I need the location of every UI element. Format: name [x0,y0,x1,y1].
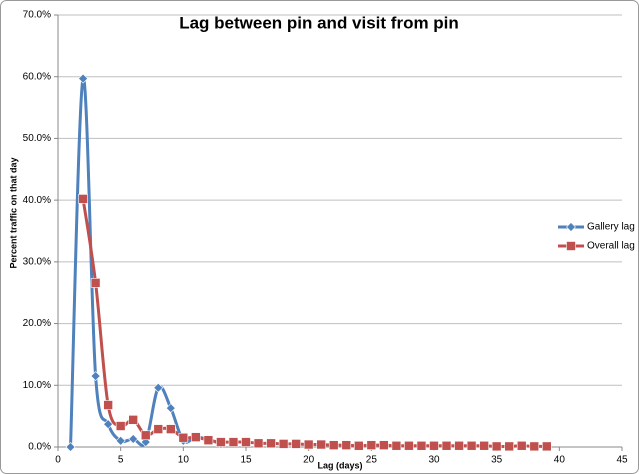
data-point [291,439,301,449]
data-point [90,278,101,288]
data-point [441,440,452,451]
y-tick-label: 70.0% [23,10,51,21]
data-point [115,435,126,446]
y-tick-label: 40.0% [23,195,51,206]
data-point [216,437,226,447]
data-point [78,194,88,204]
data-point [379,440,389,450]
data-point [178,432,189,443]
y-tick-label: 0.0% [28,442,51,453]
data-point [165,403,176,414]
y-tick-label: 30.0% [23,256,51,267]
data-point [416,440,427,451]
x-tick-label: 10 [178,455,190,466]
data-point [278,439,289,449]
data-point [266,438,276,449]
x-tick-label: 15 [240,455,252,466]
legend-label: Gallery lag [587,222,635,233]
data-point [429,440,439,451]
legend-label: Overall lag [587,241,635,252]
data-point [228,437,239,447]
x-tick-label: 30 [428,455,440,466]
x-tick-label: 0 [55,455,61,466]
data-point [341,440,352,450]
x-tick-label: 20 [303,455,315,466]
data-point [541,441,552,452]
data-point [78,73,88,84]
data-point [128,415,138,425]
data-point [90,371,101,381]
chart-title: Lag between pin and visit from pin [179,13,459,32]
data-point [103,419,114,430]
data-point [140,430,151,441]
data-point [316,439,327,450]
data-point [191,432,201,442]
x-tick-label: 25 [366,455,378,466]
legend-marker [566,241,576,251]
data-point [241,437,251,447]
data-point [303,439,314,450]
data-point [491,441,502,452]
x-tick-label: 5 [118,455,124,466]
data-point [328,440,339,450]
data-point [65,442,76,452]
x-axis-title: Lag (days) [317,460,362,470]
y-tick-label: 60.0% [23,71,51,82]
data-point [353,440,364,451]
data-point [479,440,489,451]
data-point [128,434,139,444]
y-tick-label: 50.0% [23,133,51,144]
data-point [529,441,540,452]
data-point [404,440,414,451]
y-axis-title: Percent traffic on that day [8,157,18,268]
data-point [516,440,527,451]
data-point [153,424,164,434]
y-tick-label: 20.0% [23,318,51,329]
data-point [466,440,477,451]
legend-marker [566,222,576,232]
data-point [391,440,402,451]
data-point [504,441,515,452]
data-point [153,382,164,393]
x-tick-label: 45 [616,455,628,466]
data-point [253,438,264,449]
x-tick-label: 40 [554,455,566,466]
data-point [115,421,126,431]
data-point [454,440,464,451]
data-point [103,400,113,410]
y-tick-label: 10.0% [23,380,51,391]
data-point [366,440,377,450]
x-tick-label: 35 [491,455,503,466]
data-point [166,424,176,434]
data-point [203,435,214,446]
